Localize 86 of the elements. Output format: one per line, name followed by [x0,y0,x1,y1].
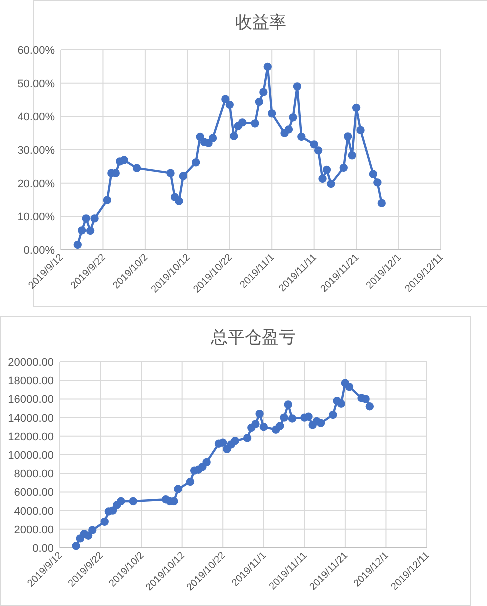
point [88,526,97,534]
point [84,532,93,540]
point [369,170,378,178]
point [219,438,228,448]
y-tick-label: 4000.00 [14,506,54,518]
y-tick-label: 30.00% [18,145,56,157]
point [186,478,195,486]
point [348,152,356,160]
point [374,178,382,187]
point [166,169,175,178]
y-tick-label: 0.00 [32,543,54,555]
point [337,400,346,408]
point [120,156,128,164]
point [86,226,95,236]
point [268,110,276,118]
point [226,100,234,110]
point [179,172,188,180]
y-tick-label: 2000.00 [14,524,54,536]
y-tick-label: 14000.00 [8,412,54,425]
point [192,158,200,167]
point [252,420,260,428]
point [304,412,313,421]
point [284,126,294,134]
y-tick-label: 18000.00 [8,376,54,388]
point [280,414,288,422]
point [174,485,182,494]
point [103,196,112,204]
y-tick-label: 60.00% [18,45,56,57]
point [352,104,361,112]
point [202,458,211,467]
point [222,95,230,104]
point [175,197,184,206]
point [82,214,90,223]
y-tick-label: 10000.00 [8,450,54,462]
y-tick-label: 50.00% [18,78,56,90]
point [356,126,365,134]
point [329,410,338,420]
point [378,199,386,208]
point [74,240,82,250]
y-tick-label: 16000.00 [8,394,54,406]
point [208,134,218,142]
point [345,383,354,392]
y-tick-label: 0.00% [24,245,56,257]
point [132,164,142,172]
point [260,423,268,432]
point [288,414,297,423]
chart-title: 收益率 [236,13,286,32]
point [230,132,238,140]
point [72,542,80,550]
point [344,132,352,141]
point [231,436,240,446]
point [238,118,247,127]
point [276,422,284,430]
y-tick-label: 6000.00 [14,487,54,500]
point [251,120,260,128]
y-tick-label: 12000.00 [8,431,54,444]
point [322,166,332,174]
point [129,497,138,506]
y-tick-label: 8000.00 [14,468,54,481]
point [255,98,264,106]
point [264,62,272,72]
point [298,132,306,142]
y-tick-label: 40.00% [18,112,56,124]
point [316,419,326,428]
point [78,226,86,235]
point [340,164,348,172]
point [284,400,292,409]
y-tick-label: 20.00% [18,178,56,190]
point [100,518,109,526]
point [362,395,370,404]
point [318,174,327,184]
point [289,114,298,122]
point [327,180,336,188]
point [314,146,323,155]
chart-title: 总平仓盈亏 [210,328,296,347]
point [256,410,264,418]
point [90,214,99,223]
point [260,88,268,96]
point [310,140,318,149]
y-tick-label: 20000.00 [8,357,54,369]
point [117,497,126,506]
point [243,434,252,442]
point [366,402,374,411]
y-tick-label: 10.00% [18,212,56,224]
point [293,82,302,91]
point [196,132,204,142]
